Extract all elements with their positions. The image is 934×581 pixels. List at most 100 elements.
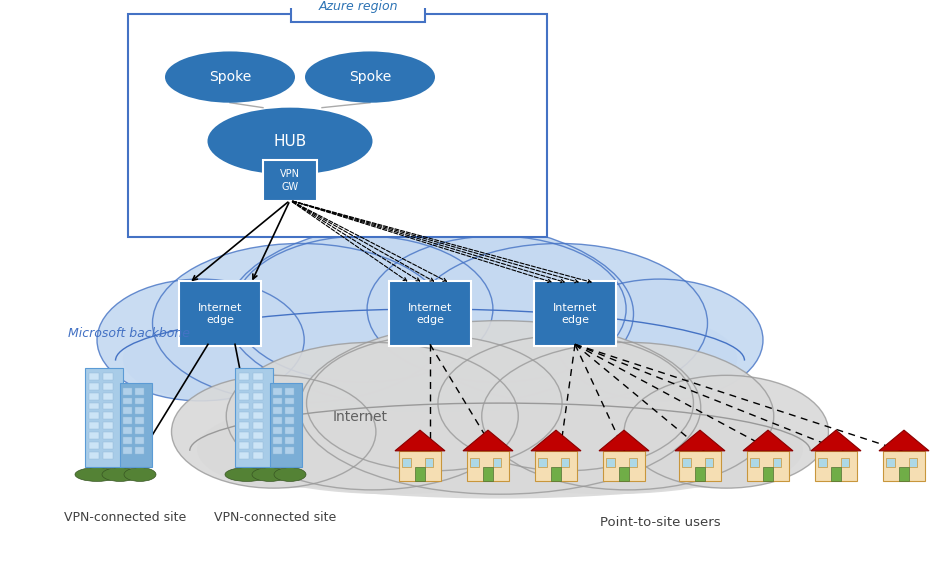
FancyBboxPatch shape (629, 458, 637, 467)
FancyBboxPatch shape (239, 373, 249, 380)
Ellipse shape (252, 468, 288, 482)
FancyBboxPatch shape (273, 407, 282, 414)
FancyBboxPatch shape (120, 383, 152, 467)
FancyBboxPatch shape (239, 413, 249, 419)
FancyBboxPatch shape (841, 458, 849, 467)
Text: Internet: Internet (333, 410, 388, 424)
FancyBboxPatch shape (253, 393, 263, 400)
FancyBboxPatch shape (253, 403, 263, 410)
Ellipse shape (375, 314, 707, 407)
Ellipse shape (75, 468, 119, 482)
FancyBboxPatch shape (253, 383, 263, 390)
FancyBboxPatch shape (123, 447, 132, 454)
Ellipse shape (165, 52, 295, 103)
FancyBboxPatch shape (773, 458, 782, 467)
Ellipse shape (226, 342, 518, 490)
FancyBboxPatch shape (471, 458, 479, 467)
FancyBboxPatch shape (750, 458, 758, 467)
FancyBboxPatch shape (273, 388, 282, 394)
Ellipse shape (367, 236, 626, 382)
Ellipse shape (124, 468, 156, 482)
Text: VPN
GW: VPN GW (280, 170, 300, 192)
FancyBboxPatch shape (389, 281, 471, 346)
FancyBboxPatch shape (89, 403, 99, 410)
FancyBboxPatch shape (235, 368, 273, 467)
Ellipse shape (412, 243, 707, 403)
FancyBboxPatch shape (416, 467, 425, 482)
FancyBboxPatch shape (239, 393, 249, 400)
Ellipse shape (197, 410, 379, 488)
Ellipse shape (208, 403, 792, 498)
FancyBboxPatch shape (103, 422, 113, 429)
Text: VPN-connected site: VPN-connected site (64, 511, 186, 524)
FancyBboxPatch shape (285, 437, 294, 444)
FancyBboxPatch shape (89, 373, 99, 380)
FancyBboxPatch shape (123, 388, 132, 394)
FancyBboxPatch shape (270, 383, 302, 467)
FancyBboxPatch shape (89, 413, 99, 419)
Text: Point-to-site users: Point-to-site users (600, 516, 720, 529)
Polygon shape (395, 430, 445, 451)
FancyBboxPatch shape (253, 442, 263, 449)
Ellipse shape (226, 407, 555, 494)
Ellipse shape (97, 279, 304, 401)
Polygon shape (879, 430, 929, 451)
FancyBboxPatch shape (403, 458, 411, 467)
FancyBboxPatch shape (285, 417, 294, 424)
Text: Internet
edge: Internet edge (408, 303, 452, 325)
FancyBboxPatch shape (239, 452, 249, 459)
FancyBboxPatch shape (818, 458, 827, 467)
FancyBboxPatch shape (135, 388, 144, 394)
Ellipse shape (552, 317, 737, 401)
FancyBboxPatch shape (273, 447, 282, 454)
FancyBboxPatch shape (538, 458, 546, 467)
FancyBboxPatch shape (89, 452, 99, 459)
FancyBboxPatch shape (253, 422, 263, 429)
Ellipse shape (620, 410, 803, 488)
FancyBboxPatch shape (103, 413, 113, 419)
FancyBboxPatch shape (831, 467, 841, 482)
FancyBboxPatch shape (603, 451, 645, 482)
FancyBboxPatch shape (899, 467, 909, 482)
Polygon shape (811, 430, 861, 451)
FancyBboxPatch shape (123, 437, 132, 444)
FancyBboxPatch shape (273, 437, 282, 444)
FancyBboxPatch shape (123, 407, 132, 414)
FancyBboxPatch shape (285, 388, 294, 394)
FancyBboxPatch shape (89, 442, 99, 449)
Ellipse shape (172, 375, 375, 488)
Ellipse shape (225, 468, 269, 482)
Polygon shape (675, 430, 725, 451)
FancyBboxPatch shape (291, 0, 425, 22)
FancyBboxPatch shape (909, 458, 917, 467)
FancyBboxPatch shape (747, 451, 789, 482)
Text: HUB: HUB (274, 134, 306, 149)
FancyBboxPatch shape (135, 397, 144, 404)
FancyBboxPatch shape (253, 452, 263, 459)
FancyBboxPatch shape (273, 417, 282, 424)
FancyBboxPatch shape (561, 458, 570, 467)
Ellipse shape (134, 309, 726, 412)
Text: Spoke: Spoke (349, 70, 391, 84)
FancyBboxPatch shape (103, 393, 113, 400)
FancyBboxPatch shape (179, 281, 261, 346)
FancyBboxPatch shape (484, 467, 492, 482)
FancyBboxPatch shape (425, 458, 433, 467)
FancyBboxPatch shape (886, 458, 895, 467)
FancyBboxPatch shape (263, 160, 317, 202)
FancyBboxPatch shape (679, 451, 721, 482)
Ellipse shape (102, 468, 138, 482)
FancyBboxPatch shape (606, 458, 615, 467)
Polygon shape (531, 430, 581, 451)
FancyBboxPatch shape (705, 458, 714, 467)
FancyBboxPatch shape (123, 417, 132, 424)
Ellipse shape (482, 342, 773, 490)
FancyBboxPatch shape (135, 407, 144, 414)
Ellipse shape (207, 107, 373, 175)
FancyBboxPatch shape (253, 432, 263, 439)
FancyBboxPatch shape (103, 383, 113, 390)
Text: VPN-connected site: VPN-connected site (214, 511, 336, 524)
Ellipse shape (306, 335, 562, 471)
Ellipse shape (152, 314, 486, 407)
Ellipse shape (305, 52, 435, 103)
